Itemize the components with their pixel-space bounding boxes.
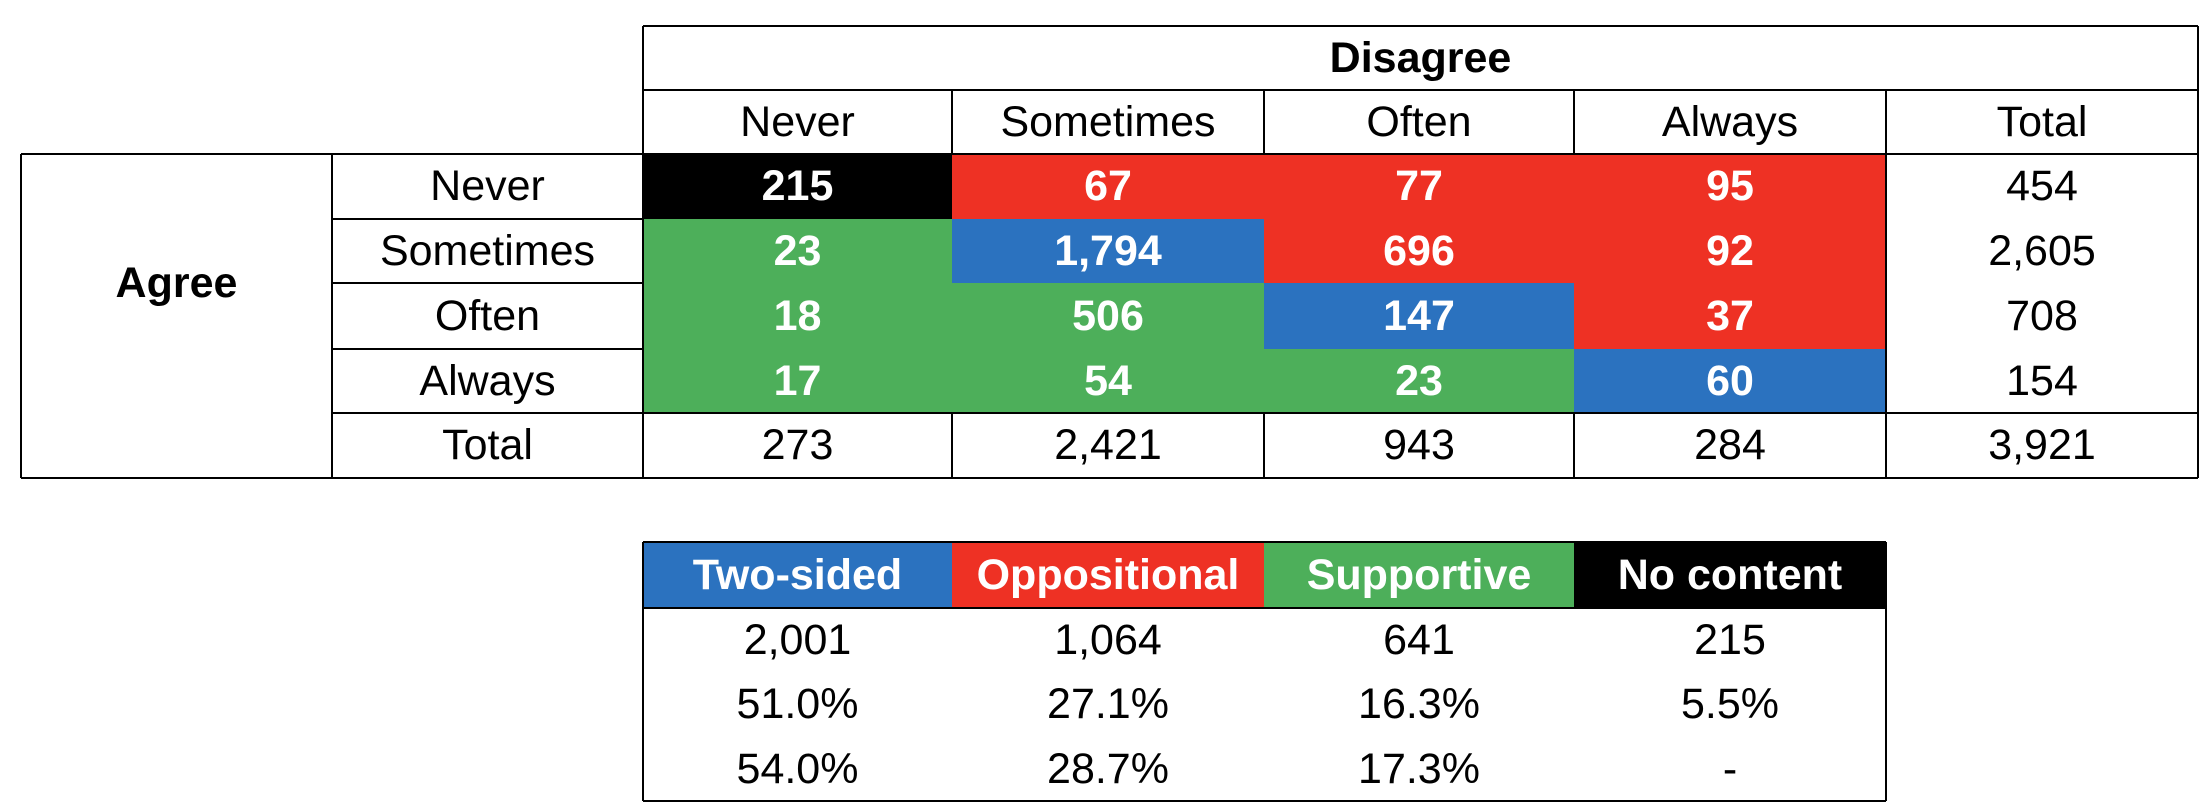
- row-label: Sometimes: [379, 226, 596, 275]
- summary-cell: 28.7%: [1047, 744, 1169, 793]
- data-cell: 60: [1574, 349, 1886, 413]
- grid-line: [1263, 90, 1265, 154]
- row-label: Always: [419, 356, 556, 405]
- disagree-header: Disagree: [1329, 33, 1512, 82]
- row-total-cell: 708: [2006, 291, 2078, 340]
- grid-line: [643, 607, 1886, 609]
- grid-line: [331, 154, 333, 478]
- summary-cell: 51.0%: [736, 680, 859, 728]
- data-cell: 17: [643, 349, 952, 413]
- legend-header-oppositional: Oppositional: [952, 542, 1264, 608]
- grid-line: [643, 800, 1886, 802]
- column-header: Total: [1996, 97, 2088, 146]
- data-cell: 506: [952, 283, 1264, 349]
- grid-line: [2197, 26, 2199, 478]
- grid-line: [642, 26, 644, 478]
- grid-line: [332, 412, 2198, 414]
- column-total-cell: 2,421: [1054, 421, 1162, 469]
- legend-header-supportive: Supportive: [1264, 542, 1574, 608]
- summary-cell: 5.5%: [1680, 680, 1779, 728]
- data-cell: 37: [1574, 283, 1886, 349]
- column-header: Always: [1661, 97, 1799, 146]
- legend-header-two-sided: Two-sided: [643, 542, 952, 608]
- row-label: Often: [434, 291, 541, 340]
- grid-line: [20, 154, 22, 478]
- grid-line: [1573, 90, 1575, 154]
- grid-line: [951, 413, 953, 478]
- summary-cell: 2,001: [743, 615, 852, 664]
- column-header: Never: [740, 97, 855, 146]
- data-cell: 92: [1574, 219, 1886, 283]
- data-cell: 67: [952, 154, 1264, 219]
- grid-line: [642, 542, 644, 801]
- row-label: Never: [430, 162, 545, 210]
- data-cell: 1,794: [952, 219, 1264, 283]
- summary-cell: 1,064: [1054, 615, 1162, 664]
- row-total-cell: 154: [2006, 356, 2078, 405]
- summary-cell: 641: [1383, 615, 1455, 664]
- data-cell: 54: [952, 349, 1264, 413]
- column-total-cell: 284: [1694, 421, 1766, 469]
- summary-cell: 17.3%: [1358, 744, 1480, 793]
- summary-cell: 215: [1694, 615, 1766, 664]
- column-header: Often: [1366, 97, 1472, 146]
- summary-cell: 16.3%: [1358, 680, 1480, 728]
- column-total-cell: 943: [1383, 421, 1455, 469]
- grid-line: [1263, 413, 1265, 478]
- data-cell: 23: [1264, 349, 1574, 413]
- row-label: Total: [442, 421, 533, 469]
- column-total-cell: 273: [761, 421, 834, 469]
- grid-line: [1573, 413, 1575, 478]
- data-cell: 77: [1264, 154, 1574, 219]
- data-cell: 23: [643, 219, 952, 283]
- grid-line: [21, 153, 2198, 155]
- grand-total-cell: 3,921: [1988, 421, 2096, 469]
- data-cell: 215: [643, 154, 952, 219]
- summary-cell: -: [1722, 744, 1738, 793]
- grid-line: [21, 477, 2198, 479]
- grid-line: [332, 282, 643, 284]
- grid-line: [332, 348, 643, 350]
- column-header: Sometimes: [1000, 97, 1216, 146]
- summary-cell: 54.0%: [736, 744, 859, 793]
- data-cell: 147: [1264, 283, 1574, 349]
- agree-header: Agree: [115, 259, 238, 307]
- data-cell: 696: [1264, 219, 1574, 283]
- grid-line: [643, 25, 2198, 27]
- grid-line: [1885, 542, 1887, 801]
- summary-cell: 27.1%: [1047, 680, 1169, 728]
- grid-line: [643, 89, 2198, 91]
- grid-line: [951, 90, 953, 154]
- data-cell: 18: [643, 283, 952, 349]
- row-total-cell: 454: [2006, 162, 2078, 210]
- grid-line: [643, 541, 1886, 543]
- grid-line: [1885, 90, 1887, 478]
- row-total-cell: 2,605: [1988, 226, 2096, 275]
- legend-header-no-content: No content: [1574, 542, 1886, 608]
- grid-line: [332, 218, 643, 220]
- data-cell: 95: [1574, 154, 1886, 219]
